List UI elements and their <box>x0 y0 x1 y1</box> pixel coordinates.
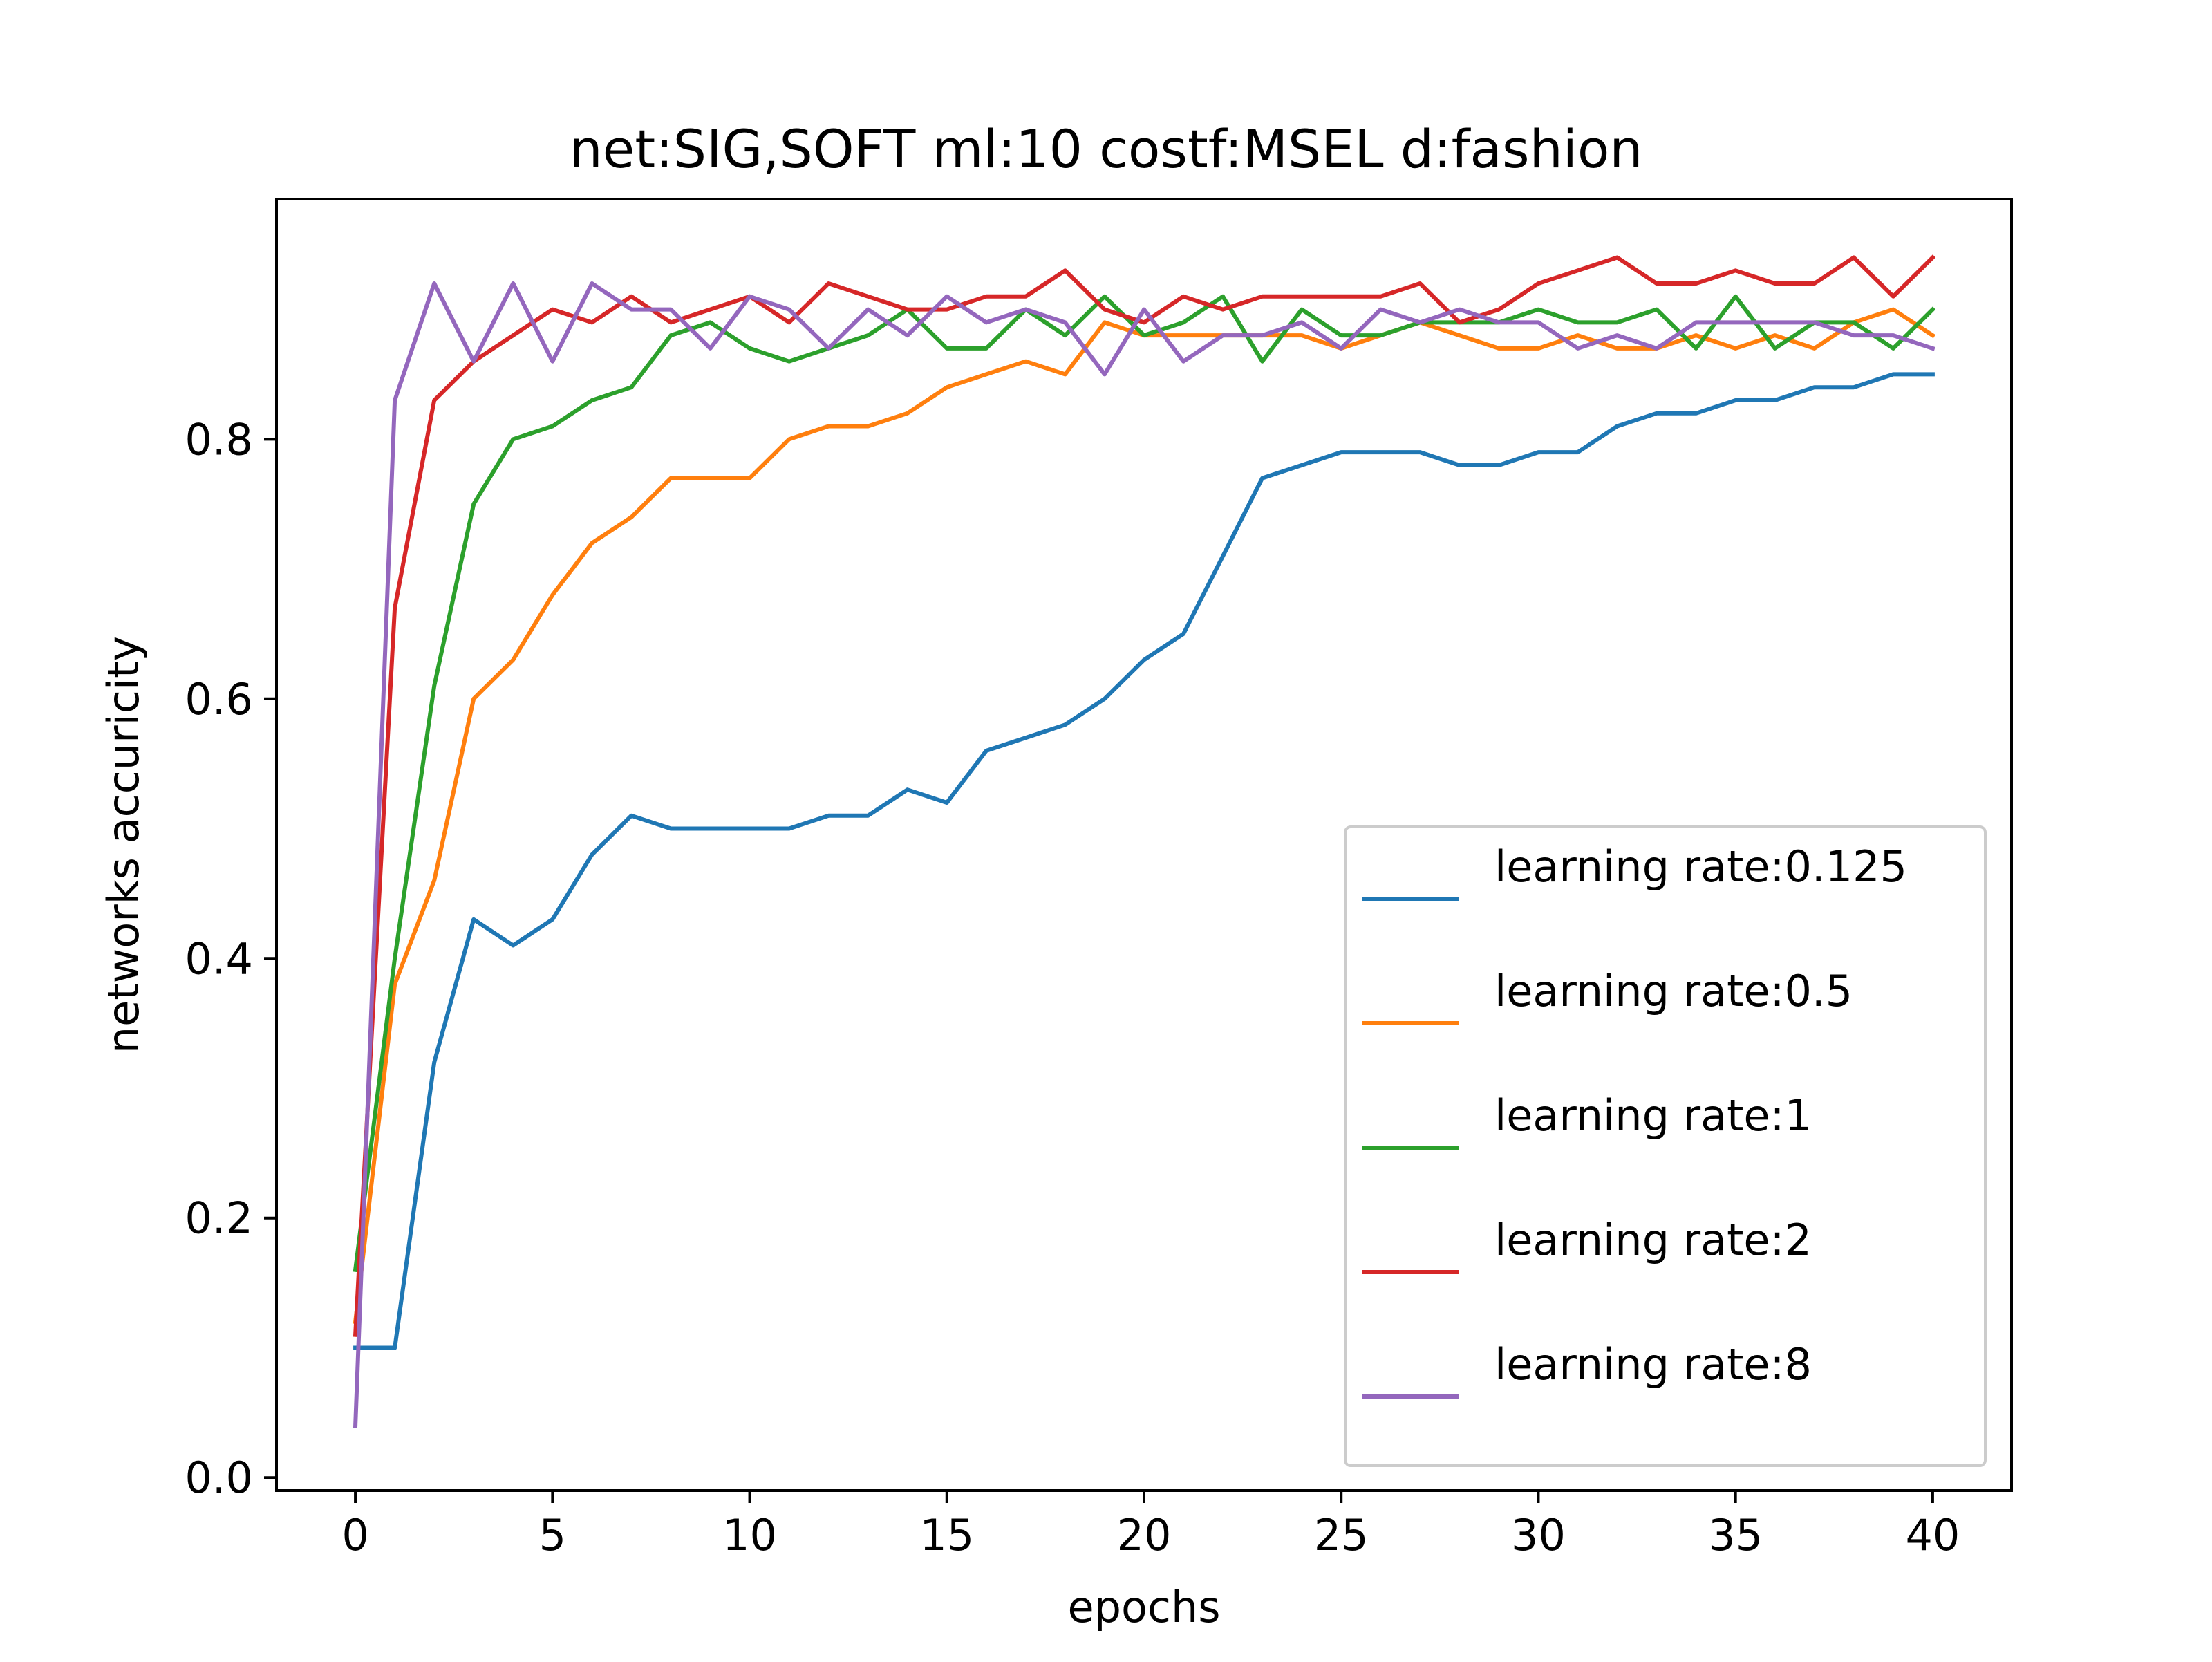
series-line-3 <box>353 254 1936 1337</box>
x-tick-label: 30 <box>1511 1510 1566 1560</box>
legend-label: learning rate:0.125 <box>1494 841 1907 892</box>
chart-title: net:SIG,SOFT ml:10 costf:MSEL d:fashion <box>569 118 1642 180</box>
legend-box <box>1344 825 1987 1467</box>
x-tick-label: 25 <box>1314 1510 1369 1560</box>
legend: learning rate:0.125 learning rate:0.5 lear… <box>1344 825 1987 1467</box>
y-tick-label: 0.6 <box>185 674 253 725</box>
series-line-2 <box>353 294 1936 1273</box>
y-tick-label: 0.2 <box>185 1193 253 1244</box>
x-axis-ticks: 0 5 10 15 20 25 30 35 40 <box>341 1491 1960 1560</box>
x-tick-label: 15 <box>919 1510 974 1560</box>
y-tick-label: 0.8 <box>185 414 253 465</box>
x-tick-label: 40 <box>1905 1510 1960 1560</box>
legend-label: learning rate:0.5 <box>1494 966 1853 1016</box>
x-tick-label: 20 <box>1117 1510 1172 1560</box>
x-tick-label: 0 <box>341 1510 368 1560</box>
series-line-4 <box>353 281 1936 1428</box>
x-tick-label: 10 <box>722 1510 777 1560</box>
legend-label: learning rate:8 <box>1494 1339 1812 1390</box>
y-axis-label: networks accuricity <box>98 636 149 1054</box>
series-line-0 <box>353 372 1935 1350</box>
legend-label: learning rate:1 <box>1494 1090 1812 1141</box>
y-tick-label: 0.0 <box>185 1453 253 1503</box>
x-tick-label: 35 <box>1708 1510 1763 1560</box>
y-tick-label: 0.4 <box>185 933 253 984</box>
y-axis-ticks: 0.0 0.2 0.4 0.6 0.8 <box>185 414 276 1503</box>
legend-label: learning rate:2 <box>1494 1215 1812 1265</box>
x-axis-label: epochs <box>1067 1582 1220 1632</box>
x-tick-label: 5 <box>539 1510 566 1560</box>
